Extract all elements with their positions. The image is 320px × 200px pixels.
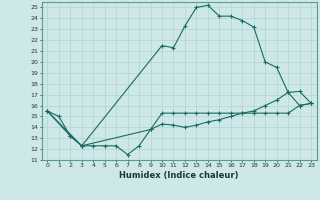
X-axis label: Humidex (Indice chaleur): Humidex (Indice chaleur) bbox=[119, 171, 239, 180]
